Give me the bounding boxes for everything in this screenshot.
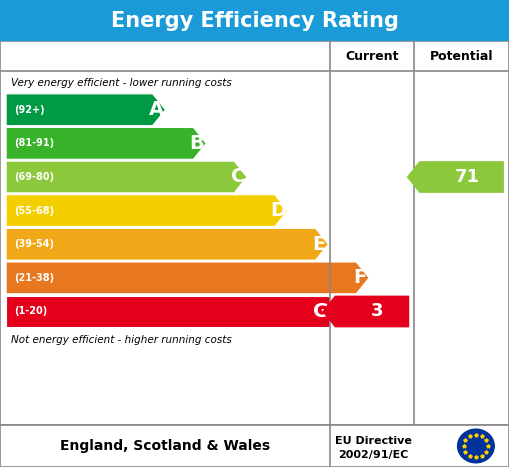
Polygon shape xyxy=(6,296,330,327)
Text: Very energy efficient - lower running costs: Very energy efficient - lower running co… xyxy=(11,78,232,88)
Text: Not energy efficient - higher running costs: Not energy efficient - higher running co… xyxy=(11,334,232,345)
Polygon shape xyxy=(322,296,409,327)
Circle shape xyxy=(458,429,494,463)
Polygon shape xyxy=(6,127,206,159)
FancyBboxPatch shape xyxy=(0,0,509,41)
Text: C: C xyxy=(231,168,245,186)
Text: 71: 71 xyxy=(454,168,479,186)
Text: (1-20): (1-20) xyxy=(14,306,47,317)
Text: F: F xyxy=(353,269,366,287)
Text: A: A xyxy=(149,100,164,119)
Text: (55-68): (55-68) xyxy=(14,205,54,216)
Text: G: G xyxy=(313,302,329,321)
Text: (21-38): (21-38) xyxy=(14,273,54,283)
Text: E: E xyxy=(313,235,326,254)
Polygon shape xyxy=(6,94,165,126)
Text: (39-54): (39-54) xyxy=(14,239,54,249)
Text: D: D xyxy=(270,201,287,220)
Text: Potential: Potential xyxy=(430,50,493,63)
Text: Energy Efficiency Rating: Energy Efficiency Rating xyxy=(110,11,399,30)
Text: (81-91): (81-91) xyxy=(14,138,54,149)
Polygon shape xyxy=(6,195,288,226)
Text: Current: Current xyxy=(345,50,399,63)
Polygon shape xyxy=(6,161,247,193)
Text: England, Scotland & Wales: England, Scotland & Wales xyxy=(60,439,270,453)
FancyBboxPatch shape xyxy=(0,425,509,467)
Text: B: B xyxy=(190,134,204,153)
Polygon shape xyxy=(6,228,328,260)
Text: 2002/91/EC: 2002/91/EC xyxy=(338,450,409,460)
Text: EU Directive: EU Directive xyxy=(335,436,412,446)
Text: (92+): (92+) xyxy=(14,105,44,115)
Polygon shape xyxy=(407,161,504,193)
Text: (69-80): (69-80) xyxy=(14,172,54,182)
Text: 3: 3 xyxy=(371,303,383,320)
Polygon shape xyxy=(6,262,369,294)
FancyBboxPatch shape xyxy=(0,41,509,425)
